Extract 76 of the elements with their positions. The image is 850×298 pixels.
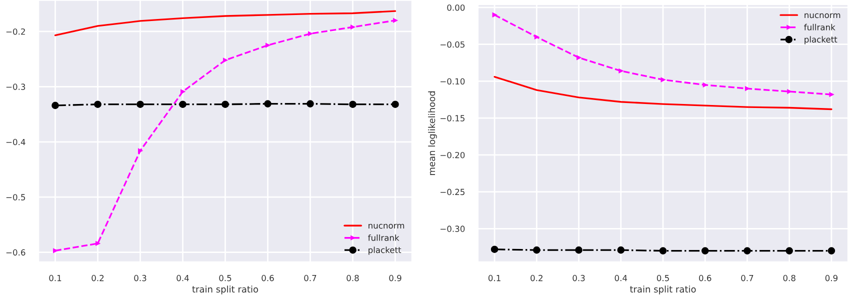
y-tick-label: −0.10 [440, 78, 465, 85]
legend-label: fullrank [368, 234, 400, 241]
x-tick-label: 0.7 [304, 274, 316, 282]
line-series [494, 76, 832, 110]
y-tick-label: −0.5 [6, 194, 26, 200]
point [138, 148, 143, 153]
point [533, 246, 540, 254]
point [350, 24, 356, 30]
legend-label: nucnorm [368, 224, 404, 229]
point [349, 100, 356, 108]
point [701, 247, 709, 254]
x-tick-label: 0.1 [488, 274, 500, 282]
point [180, 89, 186, 94]
y-tick-label: −0.2 [6, 28, 25, 35]
x-tick-label: 0.6 [699, 274, 712, 282]
point [618, 68, 624, 74]
point [392, 100, 399, 108]
x-tick-label: 0.6 [262, 274, 274, 282]
y-tick-label: −0.25 [440, 188, 464, 196]
x-tick-label: 0.9 [825, 274, 838, 282]
x-axis-title: train split ratio [630, 286, 696, 294]
y-tick-label: −0.20 [440, 152, 465, 158]
y-axis-title: mean loglikelihood [428, 91, 437, 175]
point [306, 100, 314, 108]
x-tick-label: 0.5 [656, 274, 669, 282]
x-axis-title: train split ratio [192, 286, 258, 294]
point [222, 58, 228, 62]
point [534, 34, 539, 40]
point [52, 248, 58, 253]
y-tick-label: 0.00 [447, 4, 465, 11]
point [744, 247, 751, 254]
x-tick-label: 0.4 [614, 274, 628, 282]
point [222, 100, 229, 108]
point [660, 77, 666, 82]
legend-label: plackett [368, 246, 402, 255]
x-tick-label: 0.3 [572, 274, 585, 282]
legend-label: nucnorm [804, 13, 840, 18]
legend-label: fullrank [804, 24, 836, 30]
point [490, 246, 498, 253]
y-tick-label: −0.6 [6, 249, 26, 256]
point [95, 241, 100, 246]
point [828, 247, 836, 254]
point [94, 100, 102, 108]
y-tick-label: −0.3 [6, 84, 26, 90]
x-tick-label: 0.8 [783, 274, 796, 282]
point [659, 247, 667, 254]
point [617, 246, 625, 254]
point [52, 102, 59, 110]
point [786, 247, 793, 254]
point [575, 246, 582, 254]
point [179, 100, 186, 108]
point [829, 92, 834, 97]
x-tick-label: 0.3 [134, 274, 146, 282]
x-tick-label: 0.5 [219, 274, 232, 282]
y-tick-label: −0.15 [440, 115, 464, 122]
legend-label: plackett [804, 36, 838, 44]
point [136, 100, 144, 108]
x-tick-label: 0.1 [49, 274, 62, 282]
point [702, 82, 708, 88]
line-series [54, 10, 396, 36]
point [264, 100, 272, 108]
point [492, 12, 497, 18]
y-tick-label: −0.4 [6, 138, 26, 146]
x-tick-label: 0.7 [741, 274, 754, 282]
x-tick-label: 0.2 [530, 274, 542, 282]
x-tick-label: 0.8 [346, 274, 359, 282]
point [576, 55, 582, 60]
point [392, 18, 398, 23]
x-tick-label: 0.9 [389, 274, 402, 282]
x-tick-label: 0.2 [92, 274, 104, 282]
y-tick-label: −0.30 [440, 226, 465, 232]
y-tick-label: −0.05 [440, 41, 464, 48]
point [308, 31, 313, 36]
point [265, 43, 270, 48]
point [744, 86, 750, 91]
x-tick-label: 0.4 [176, 274, 189, 282]
